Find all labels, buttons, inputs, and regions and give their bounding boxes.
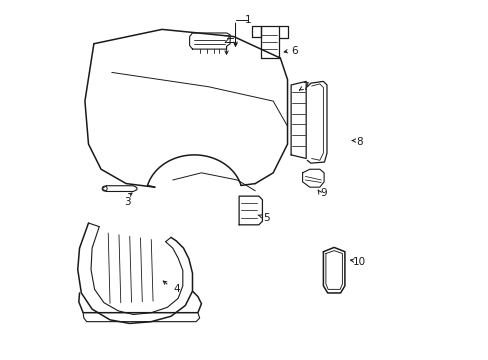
Text: 6: 6 <box>291 46 297 56</box>
Text: 5: 5 <box>262 213 269 222</box>
Text: 10: 10 <box>352 257 365 267</box>
Text: 4: 4 <box>173 284 179 294</box>
Text: 2: 2 <box>223 35 229 45</box>
Text: 9: 9 <box>320 188 326 198</box>
Text: 1: 1 <box>244 15 251 26</box>
Text: 3: 3 <box>124 197 131 207</box>
Text: 8: 8 <box>355 138 362 147</box>
Text: 7: 7 <box>302 82 308 92</box>
